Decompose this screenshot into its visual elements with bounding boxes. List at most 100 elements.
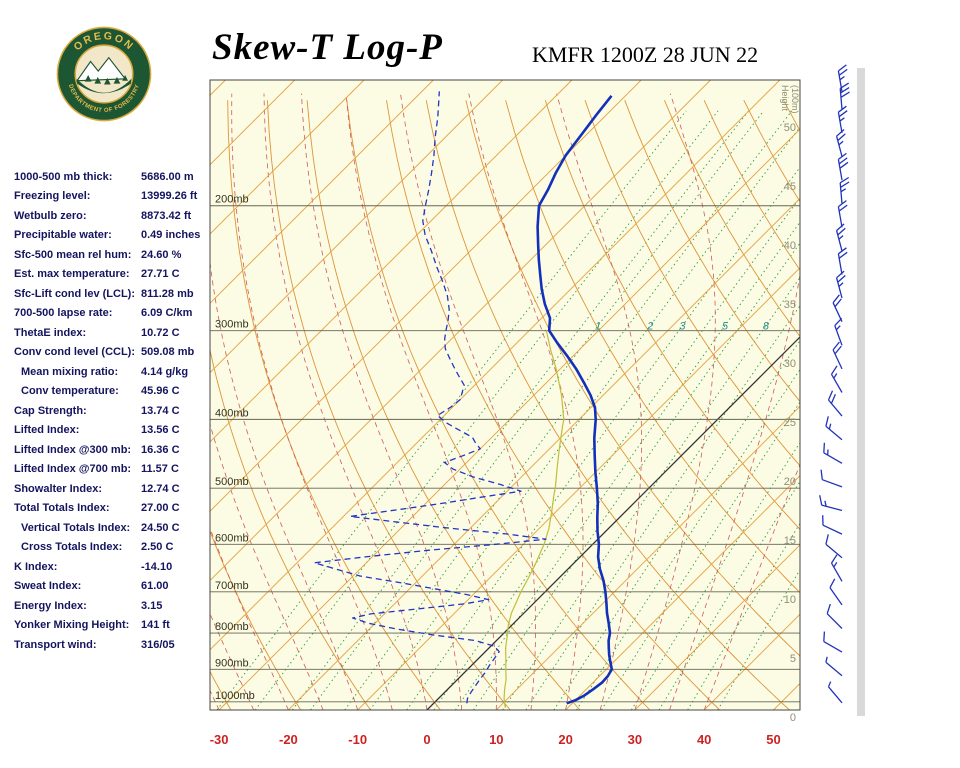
dry-adiabat-line: [306, 100, 581, 710]
dry-adiabat-line: [210, 347, 371, 710]
wetbulb-trace: [503, 330, 565, 708]
sounding-traces: [313, 91, 614, 708]
index-label: Precipitable water:: [14, 229, 112, 242]
dry-adiabat-line: [544, 100, 800, 531]
index-value: 61.00: [141, 580, 169, 593]
index-row: Conv temperature: 45.96 C: [14, 382, 210, 402]
dry-adiabat-line: [942, 100, 960, 710]
index-row: Est. max temperature: 27.71 C: [14, 265, 210, 285]
index-label: Lifted Index:: [14, 424, 80, 437]
dry-adiabat-line: [783, 99, 800, 132]
index-value: 13999.26 ft: [141, 190, 198, 203]
temp-axis-label: 50: [766, 732, 780, 747]
height-scale-bar: [857, 68, 865, 716]
chart-gridlines: [210, 80, 960, 710]
wind-barb: [823, 631, 843, 653]
index-value: -14.10: [141, 560, 173, 573]
index-row: Lifted Index @300 mb: 16.36 C: [14, 440, 210, 460]
index-label: Sweat Index:: [14, 580, 82, 593]
height-tick-label: 40: [784, 240, 796, 252]
index-label: Conv cond level (CCL):: [14, 346, 136, 359]
temp-axis-label: 0: [423, 732, 430, 747]
mixing-ratio-line: [717, 568, 800, 710]
index-label: Sfc-Lift cond lev (LCL):: [14, 287, 135, 300]
wind-barb: [830, 554, 843, 582]
index-label: Vertical Totals Index:: [21, 521, 131, 534]
wind-barb: [825, 416, 843, 441]
mixing-ratio-label: 8: [763, 321, 770, 333]
wind-barb: [835, 270, 846, 299]
index-row: Lifted Index: 13.56 C: [14, 421, 210, 441]
mixing-ratio-line: [344, 110, 793, 710]
index-row: Conv cond level (CCL): 509.08 mb: [14, 343, 210, 363]
index-value: 16.36 C: [141, 443, 180, 456]
wind-barb-column: [819, 64, 850, 704]
wind-barb: [822, 515, 843, 535]
wind-barb: [825, 534, 843, 559]
wind-barb: [832, 294, 843, 322]
wind-barb: [829, 578, 843, 606]
isotherm-line: [210, 80, 503, 374]
index-value: 2.50 C: [141, 541, 174, 554]
isotherm-line: [210, 80, 711, 582]
isotherm-line: [288, 197, 800, 710]
height-tick-label: 25: [784, 417, 796, 429]
index-label: K Index:: [14, 560, 58, 573]
page-title: Skew-T Log-P: [212, 27, 443, 68]
dry-adiabat-line: [624, 100, 800, 403]
index-label: Yonker Mixing Height:: [14, 619, 130, 632]
index-row: Transport wind: 316/05: [14, 635, 210, 655]
mixing-ratio-label: 2: [646, 321, 653, 333]
index-row: Sfc-Lift cond lev (LCL): 811.28 mb: [14, 284, 210, 304]
pressure-label: 300mb: [215, 319, 249, 331]
dry-adiabat-line: [903, 100, 960, 710]
mixing-ratio-line: [216, 110, 687, 710]
wind-barb: [830, 365, 843, 393]
index-row: ThetaE index: 10.72 C: [14, 323, 210, 343]
station-time-label: KMFR 1200Z 28 JUN 22: [532, 42, 759, 67]
moist-adiabat-line: [634, 93, 716, 710]
wind-barb: [837, 247, 848, 275]
index-row: Precipitable water: 0.49 inches: [14, 226, 210, 246]
zero-isotherm-line: [426, 336, 800, 710]
height-tick-label: 30: [784, 358, 796, 370]
index-label: Lifted Index @300 mb:: [14, 443, 132, 456]
index-value: 10.72 C: [141, 326, 180, 339]
index-value: 0.49 inches: [141, 229, 201, 242]
height-axis-title: (100m): [790, 85, 800, 114]
index-row: Sweat Index: 61.00: [14, 577, 210, 597]
pressure-label: 500mb: [215, 476, 249, 488]
index-row: 700-500 lapse rate: 6.09 C/km: [14, 304, 210, 324]
wind-barb: [837, 105, 848, 134]
index-label: ThetaE index:: [14, 326, 87, 339]
height-tick-label: 10: [784, 594, 796, 606]
isotherm-line: [495, 405, 800, 710]
forest-icon: [76, 78, 132, 94]
index-row: Cap Strength: 13.74 C: [14, 401, 210, 421]
wind-barb: [827, 681, 843, 704]
moist-adiabat-line: [556, 93, 642, 710]
isotherm-line: [634, 544, 800, 710]
mixing-ratio-line: [291, 110, 750, 710]
moist-adiabat-line: [231, 93, 393, 710]
height-tick-label: 45: [784, 181, 796, 193]
mixing-ratio-line: [433, 196, 800, 710]
isotherm-line: [210, 80, 573, 443]
wind-barb: [819, 495, 843, 512]
odf-logo: OREGON DEPARTMENT OF FORESTRY: [56, 26, 152, 122]
dry-adiabat-line: [584, 100, 800, 467]
index-label: Energy Index:: [14, 599, 87, 612]
index-value: 13.74 C: [141, 404, 180, 417]
moist-adiabat-line: [210, 526, 289, 710]
wind-barb: [823, 442, 843, 464]
index-row: Showalter Index: 12.74 C: [14, 479, 210, 499]
height-axis-title: Height: [780, 85, 790, 112]
index-label: Est. max temperature:: [14, 268, 130, 281]
wind-barb: [839, 176, 850, 204]
index-value: 4.14 g/kg: [141, 365, 189, 378]
index-value: 8873.42 ft: [141, 209, 192, 222]
index-value: 6.09 C/km: [141, 307, 193, 320]
index-row: Energy Index: 3.15: [14, 596, 210, 616]
index-label: Total Totals Index:: [14, 502, 110, 515]
index-row: Freezing level: 13999.26 ft: [14, 187, 210, 207]
